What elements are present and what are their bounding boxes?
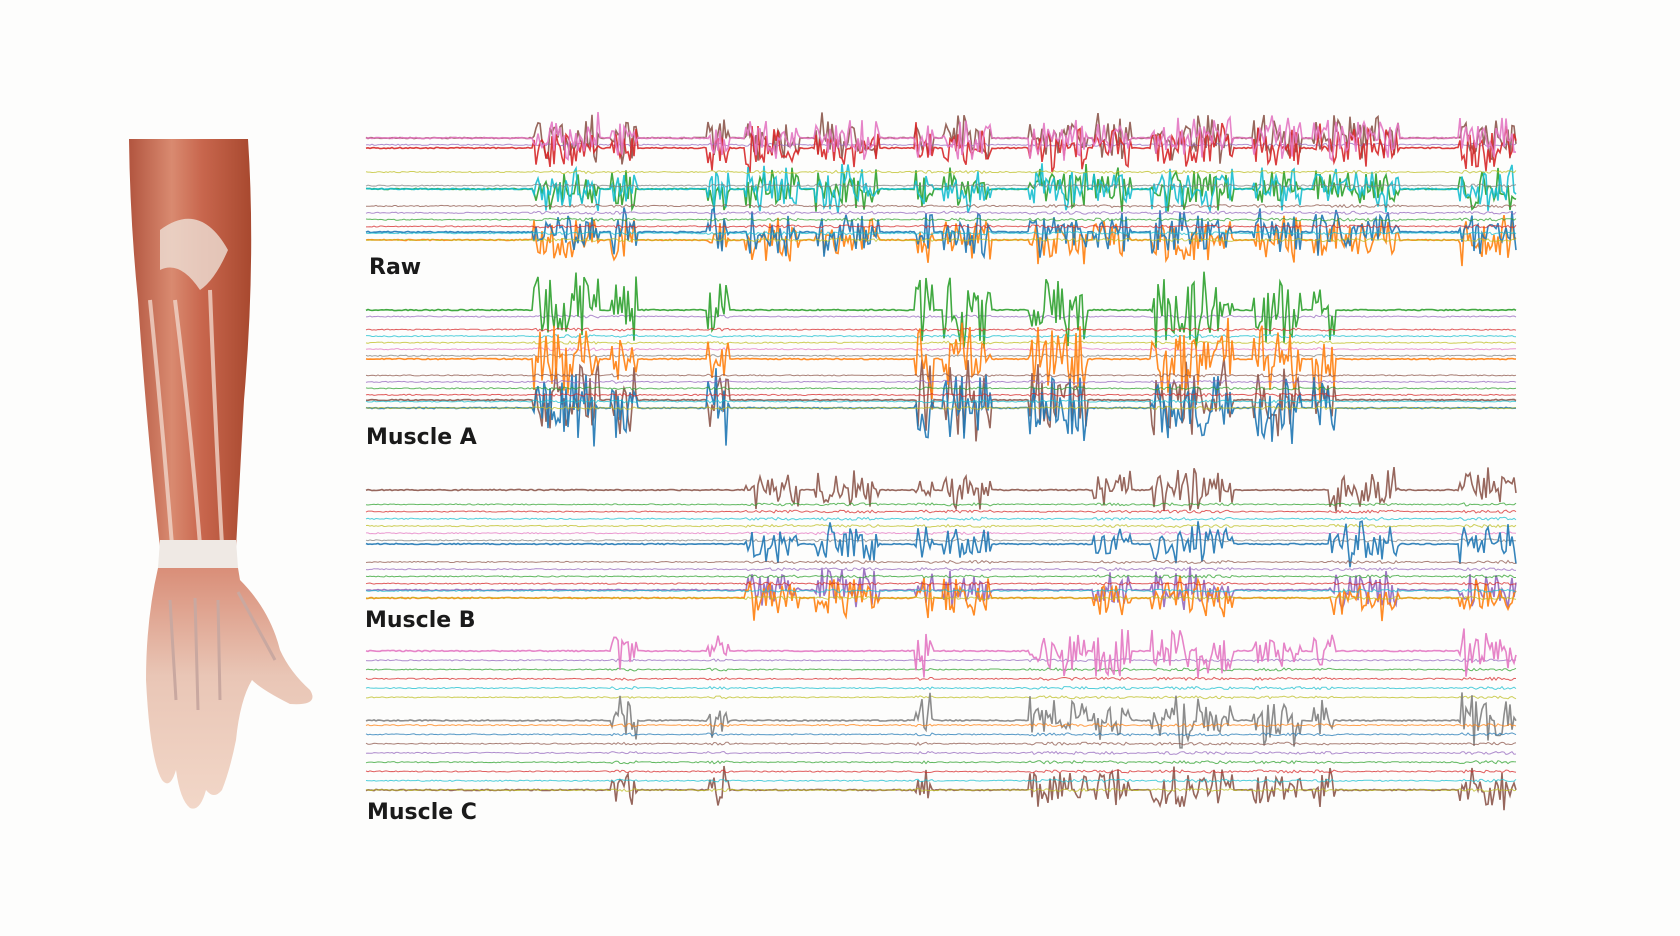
tendon [160, 218, 228, 290]
emg-channel [365, 169, 1517, 175]
emg-channel [365, 237, 1517, 243]
emg-channel [365, 574, 1516, 579]
emg-channel [365, 581, 1517, 586]
emg-channel [365, 566, 1517, 572]
emg-channel [365, 399, 1517, 404]
emg-channel [365, 595, 1517, 601]
emg-channel [365, 692, 1517, 749]
emg-channel [365, 368, 1517, 447]
emg-channel [365, 217, 1517, 222]
emg-channel [365, 379, 1517, 385]
emg-channel [365, 327, 1517, 332]
emg-channel [365, 122, 1517, 173]
emg-channel [365, 373, 1517, 378]
emg-channel [365, 467, 1517, 512]
emg-channel [365, 750, 1517, 756]
emg-channel [365, 769, 1517, 774]
emg-channel [366, 531, 1517, 536]
emg-channel [365, 566, 1517, 612]
emg-channel [365, 559, 1517, 565]
emg-channel [365, 732, 1517, 737]
emg-channel [365, 230, 1517, 236]
emg-channel [365, 658, 1517, 663]
emg-channel [365, 523, 1517, 529]
panel-label: Muscle A [366, 425, 477, 450]
emg-channel [366, 203, 1517, 209]
emg-channel [365, 538, 1517, 543]
panel-label: Raw [369, 255, 421, 280]
panel-label: Muscle C [367, 800, 477, 825]
tendon-lines [148, 289, 224, 546]
emg-channel [365, 183, 1517, 188]
emg-channel [365, 112, 1516, 162]
emg-channel [365, 317, 1517, 400]
hand-tendons [168, 591, 277, 711]
emg-channel [365, 509, 1517, 514]
emg-channel [365, 778, 1517, 783]
emg-channel [365, 759, 1517, 765]
wrist-band [158, 540, 238, 568]
emg-traces [365, 112, 1517, 811]
emg-channel [365, 667, 1517, 672]
emg-channel [365, 685, 1517, 691]
emg-channel [365, 520, 1517, 568]
emg-channel [365, 210, 1517, 216]
emg-channel [365, 516, 1517, 521]
emg-channel [366, 695, 1517, 700]
emg-channel [365, 787, 1517, 793]
emg-channel [365, 392, 1517, 398]
panel-label: Muscle B [365, 608, 476, 633]
forearm-illustration [129, 139, 313, 809]
emg-channel [365, 741, 1517, 746]
emg-channel [365, 271, 1517, 349]
emg-channel [365, 722, 1517, 728]
emg-channel [365, 628, 1517, 678]
emg-channel [365, 405, 1517, 411]
emg-channel [366, 224, 1517, 229]
hand [146, 568, 313, 809]
emg-channel [365, 502, 1517, 507]
emg-channel [365, 676, 1517, 682]
emg-channel [365, 386, 1517, 391]
emg-channel [365, 142, 1517, 148]
emg-channel [365, 588, 1517, 594]
emg-channel [365, 163, 1517, 214]
